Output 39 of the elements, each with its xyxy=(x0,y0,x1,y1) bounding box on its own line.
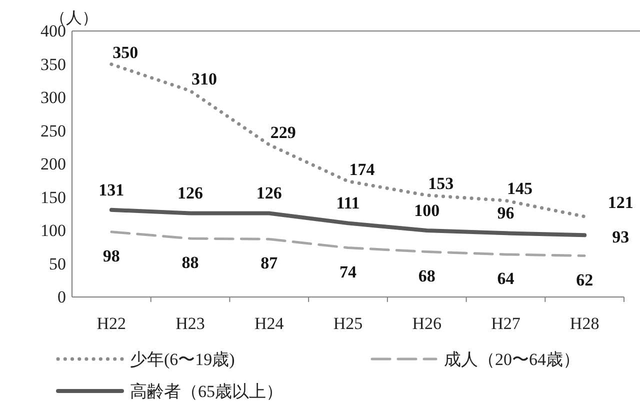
x-tick-label: H22 xyxy=(96,314,126,333)
y-tick-label: 350 xyxy=(40,54,66,74)
data-label: 121 xyxy=(608,193,634,212)
y-tick-label: 50 xyxy=(49,254,66,274)
x-tick-label: H28 xyxy=(570,314,600,333)
data-label: 153 xyxy=(428,174,454,193)
x-tick-label: H26 xyxy=(412,314,442,333)
data-label: 174 xyxy=(349,160,376,179)
y-tick-label: 250 xyxy=(40,121,66,140)
legend-label: 高齢者（65歳以上） xyxy=(130,382,283,401)
y-tick-label: 200 xyxy=(40,154,66,174)
data-label: 88 xyxy=(182,252,199,272)
data-label: 87 xyxy=(260,254,278,273)
data-label: 145 xyxy=(506,179,532,198)
data-label: 126 xyxy=(256,184,282,203)
data-label: 229 xyxy=(270,123,296,142)
legend-label: 少年(6〜19歳) xyxy=(130,350,235,369)
data-label: 126 xyxy=(178,184,204,203)
data-label: 96 xyxy=(497,204,514,223)
data-label: 310 xyxy=(192,69,218,88)
x-tick-label: H27 xyxy=(491,314,521,333)
data-label: 100 xyxy=(414,201,440,220)
data-label: 111 xyxy=(336,194,360,213)
y-tick-label: 0 xyxy=(58,288,66,306)
x-tick-label: H24 xyxy=(254,314,284,333)
data-label: 131 xyxy=(98,180,124,200)
data-label: 350 xyxy=(112,42,138,62)
y-tick-label: 300 xyxy=(40,88,66,107)
data-label: 98 xyxy=(102,246,120,266)
legend-label: 成人（20〜64歳） xyxy=(444,350,580,369)
data-label: 93 xyxy=(612,228,630,247)
y-tick-label: 150 xyxy=(40,188,66,207)
x-tick-label: H25 xyxy=(333,314,363,333)
data-label: 74 xyxy=(340,262,357,282)
data-label: 62 xyxy=(576,270,594,290)
x-tick-label: H23 xyxy=(176,314,205,333)
y-tick-label: 100 xyxy=(40,221,66,240)
data-label: 64 xyxy=(497,268,515,288)
data-label: 68 xyxy=(418,266,436,286)
